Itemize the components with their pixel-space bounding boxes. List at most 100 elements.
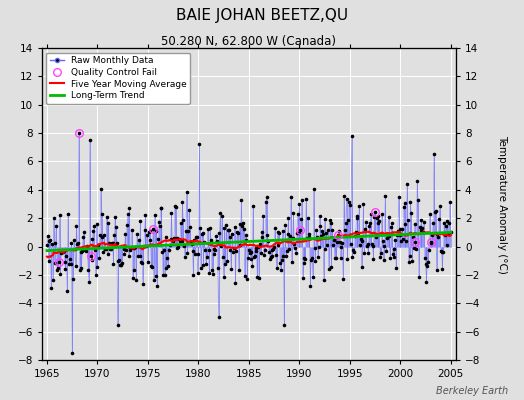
Point	[171, 203, 179, 210]
Point	[230, 244, 238, 251]
Point	[434, 234, 442, 241]
Point	[397, 238, 406, 244]
Point	[195, 141, 203, 148]
Point	[258, 234, 267, 240]
Point	[402, 238, 410, 244]
Point	[182, 228, 190, 234]
Point	[378, 238, 387, 244]
Point	[133, 231, 141, 238]
Point	[399, 204, 408, 210]
Point	[442, 223, 450, 230]
Point	[62, 253, 71, 260]
Point	[132, 277, 140, 284]
Point	[410, 221, 419, 227]
Point	[109, 261, 117, 268]
Point	[116, 262, 124, 268]
Point	[250, 253, 259, 259]
Point	[343, 256, 352, 262]
Point	[179, 217, 188, 223]
Point	[199, 262, 208, 268]
Point	[368, 242, 377, 249]
Point	[348, 254, 356, 261]
Point	[48, 240, 56, 247]
Point	[175, 236, 183, 242]
Point	[128, 274, 137, 281]
Point	[438, 249, 446, 256]
Point	[317, 232, 325, 239]
Point	[435, 203, 444, 209]
Point	[446, 228, 455, 235]
Point	[108, 240, 117, 246]
Point	[205, 270, 214, 276]
Point	[396, 231, 405, 238]
Point	[374, 220, 382, 226]
Point	[286, 232, 294, 239]
Point	[364, 250, 373, 256]
Point	[427, 239, 435, 245]
Point	[433, 231, 442, 237]
Point	[164, 263, 172, 270]
Point	[45, 238, 53, 244]
Point	[192, 234, 200, 241]
Point	[245, 247, 253, 253]
Point	[367, 211, 375, 217]
Point	[83, 244, 92, 250]
Point	[403, 217, 412, 224]
Point	[118, 242, 127, 249]
Point	[290, 241, 299, 248]
Point	[193, 270, 202, 276]
Point	[284, 215, 292, 222]
Point	[72, 223, 81, 229]
Point	[411, 239, 420, 246]
Point	[214, 265, 222, 271]
Point	[281, 222, 289, 229]
Point	[238, 223, 246, 230]
Point	[82, 243, 91, 250]
Point	[412, 246, 421, 252]
Point	[252, 245, 260, 252]
Point	[145, 228, 153, 235]
Point	[194, 251, 203, 258]
Point	[360, 250, 368, 256]
Point	[163, 255, 171, 261]
Point	[177, 220, 185, 226]
Point	[127, 244, 135, 251]
Point	[106, 245, 114, 252]
Point	[156, 222, 164, 229]
Point	[172, 245, 181, 251]
Point	[60, 248, 68, 254]
Point	[263, 194, 271, 200]
Point	[385, 214, 393, 220]
Point	[85, 279, 93, 285]
Point	[274, 242, 282, 248]
Point	[342, 196, 351, 202]
Point	[306, 282, 314, 289]
Point	[95, 255, 103, 261]
Point	[414, 274, 423, 280]
Point	[119, 246, 128, 252]
Point	[54, 258, 63, 265]
Point	[120, 251, 128, 258]
Point	[269, 245, 278, 252]
Point	[52, 223, 60, 229]
Point	[280, 321, 288, 328]
Point	[49, 277, 57, 284]
Point	[165, 247, 173, 253]
Point	[378, 211, 386, 218]
Point	[376, 254, 384, 260]
Point	[430, 151, 438, 158]
Point	[222, 222, 231, 228]
Point	[129, 267, 138, 274]
Point	[88, 257, 96, 264]
Point	[208, 267, 216, 273]
Point	[283, 230, 292, 237]
Point	[91, 247, 99, 253]
Point	[173, 234, 182, 241]
Point	[372, 233, 380, 240]
Point	[385, 233, 394, 239]
Y-axis label: Temperature Anomaly (°C): Temperature Anomaly (°C)	[497, 134, 507, 274]
Point	[300, 254, 309, 261]
Point	[124, 253, 133, 260]
Point	[146, 228, 154, 234]
Point	[204, 247, 213, 254]
